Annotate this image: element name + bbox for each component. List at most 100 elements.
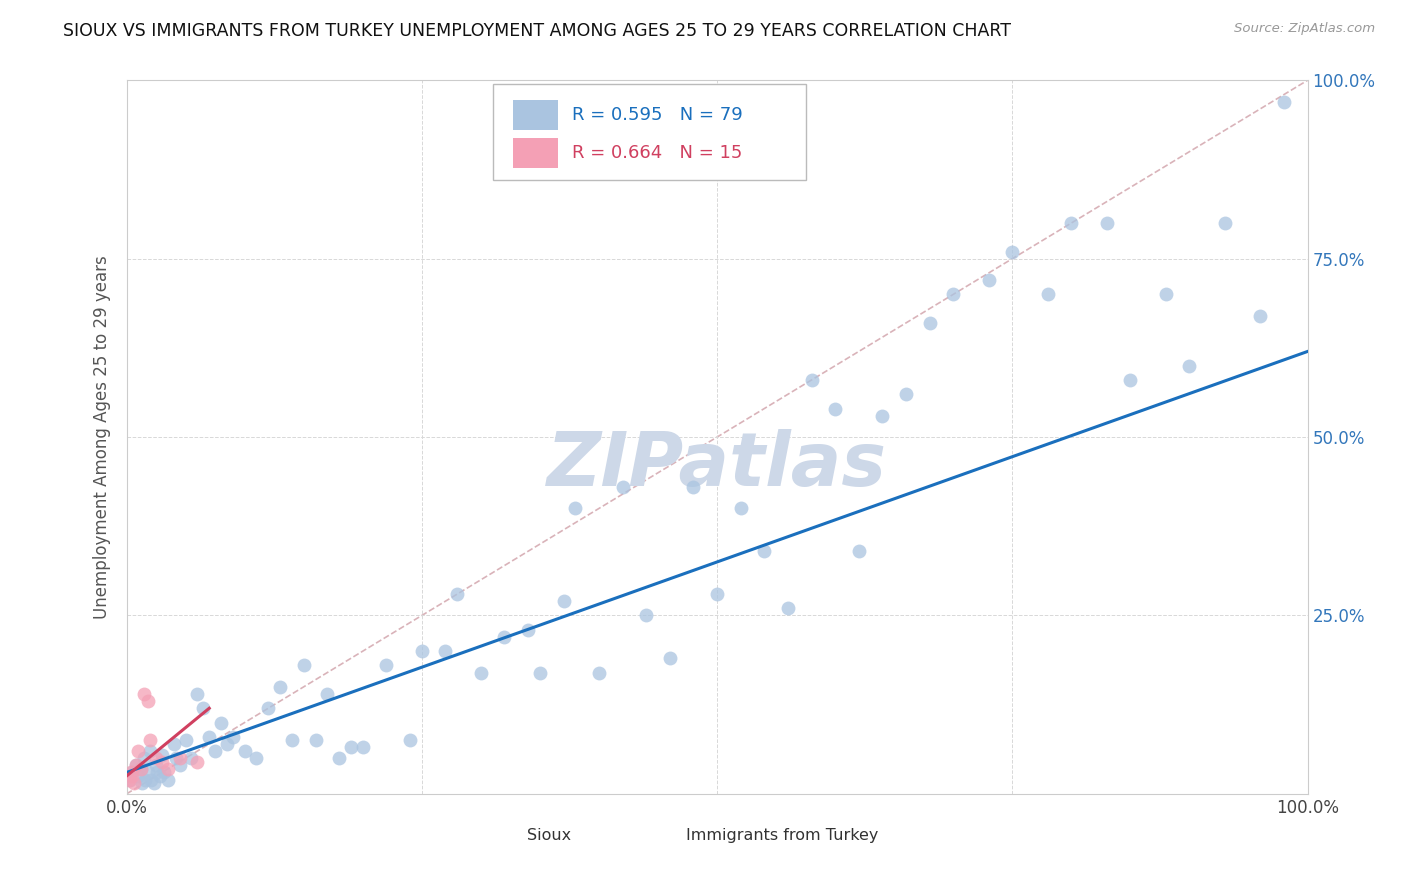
Point [682, 480, 704, 494]
FancyBboxPatch shape [647, 825, 679, 846]
Point [446, 587, 468, 601]
Point [215, 737, 238, 751]
Point [169, 758, 191, 772]
Point [150, 747, 173, 762]
Point [706, 587, 728, 601]
Point [564, 501, 586, 516]
Point [399, 733, 422, 747]
Point [894, 387, 917, 401]
Point [149, 769, 172, 783]
Point [304, 733, 326, 747]
Point [145, 758, 167, 772]
Point [186, 687, 208, 701]
Point [281, 733, 304, 747]
Point [121, 765, 143, 780]
Point [125, 758, 148, 772]
Point [122, 776, 145, 790]
Text: R = 0.595   N = 79: R = 0.595 N = 79 [572, 106, 742, 124]
Point [139, 733, 162, 747]
Point [165, 751, 187, 765]
Text: Immigrants from Turkey: Immigrants from Turkey [686, 828, 879, 843]
Point [1001, 244, 1024, 259]
Point [169, 751, 191, 765]
Point [150, 755, 173, 769]
Point [612, 480, 634, 494]
Point [316, 687, 339, 701]
Point [269, 680, 291, 694]
Point [139, 744, 162, 758]
Point [204, 744, 226, 758]
Point [529, 665, 551, 680]
Point [553, 594, 575, 608]
Point [134, 751, 156, 765]
Text: Sioux: Sioux [527, 828, 571, 843]
Point [142, 776, 165, 790]
Point [120, 772, 142, 787]
Point [209, 715, 232, 730]
FancyBboxPatch shape [486, 825, 520, 846]
Point [977, 273, 1000, 287]
Point [824, 401, 846, 416]
Point [340, 740, 363, 755]
Point [136, 694, 159, 708]
Point [198, 730, 221, 744]
Point [918, 316, 941, 330]
Point [848, 544, 870, 558]
Text: SIOUX VS IMMIGRANTS FROM TURKEY UNEMPLOYMENT AMONG AGES 25 TO 29 YEARS CORRELATI: SIOUX VS IMMIGRANTS FROM TURKEY UNEMPLOY… [63, 22, 1011, 40]
Point [134, 687, 156, 701]
Point [145, 751, 167, 765]
Point [222, 730, 245, 744]
Point [186, 755, 208, 769]
Point [1213, 216, 1236, 230]
Text: R = 0.664   N = 15: R = 0.664 N = 15 [572, 145, 742, 162]
Point [129, 762, 152, 776]
Text: ZIPatlas: ZIPatlas [547, 429, 887, 502]
Point [121, 769, 143, 783]
Point [352, 740, 374, 755]
Point [434, 644, 457, 658]
Point [141, 772, 163, 787]
Point [257, 701, 280, 715]
Point [730, 501, 752, 516]
Point [1178, 359, 1201, 373]
FancyBboxPatch shape [492, 84, 806, 180]
Point [127, 744, 149, 758]
Point [494, 630, 516, 644]
Text: Source: ZipAtlas.com: Source: ZipAtlas.com [1234, 22, 1375, 36]
Point [800, 373, 823, 387]
Point [125, 758, 148, 772]
Point [146, 765, 169, 780]
Point [131, 776, 153, 790]
Point [245, 751, 267, 765]
Point [193, 701, 215, 715]
Point [1036, 287, 1059, 301]
Point [328, 751, 350, 765]
Point [411, 644, 433, 658]
Point [134, 772, 156, 787]
Point [1272, 95, 1295, 109]
Point [588, 665, 610, 680]
Point [470, 665, 492, 680]
Point [636, 608, 658, 623]
Point [658, 651, 681, 665]
Point [1119, 373, 1142, 387]
Point [872, 409, 894, 423]
Point [233, 744, 256, 758]
Point [1249, 309, 1271, 323]
Point [754, 544, 776, 558]
Point [180, 751, 202, 765]
FancyBboxPatch shape [513, 100, 558, 130]
Point [517, 623, 540, 637]
Point [292, 658, 315, 673]
FancyBboxPatch shape [513, 138, 558, 168]
Point [375, 658, 398, 673]
Point [129, 762, 152, 776]
Point [776, 601, 799, 615]
Point [120, 765, 142, 780]
Point [136, 765, 159, 780]
Point [174, 733, 197, 747]
Point [127, 769, 149, 783]
Point [1095, 216, 1118, 230]
Point [153, 765, 176, 780]
Point [156, 762, 179, 776]
